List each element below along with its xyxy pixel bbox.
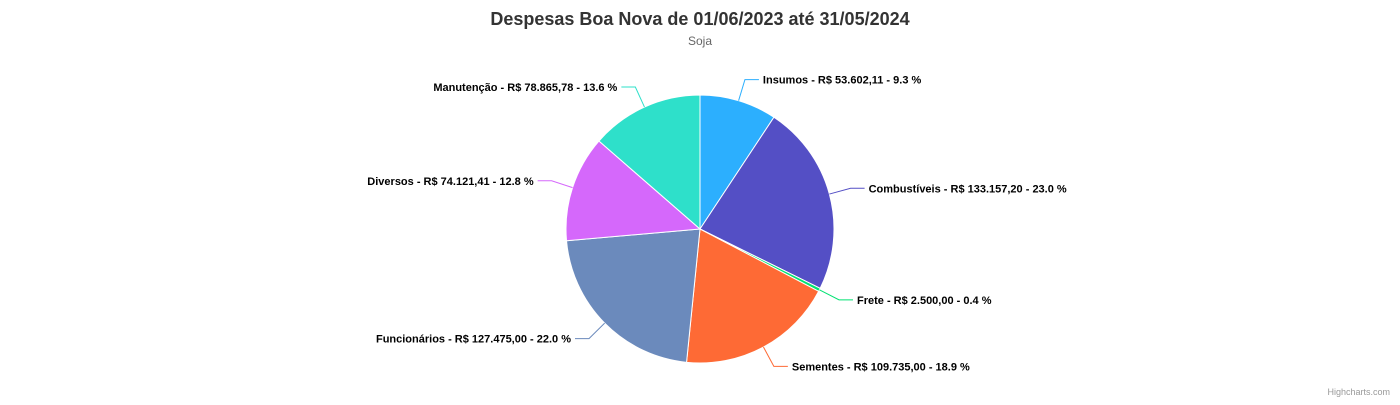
data-label-frete: Frete - R$ 2.500,00 - 0.4 % [857,295,992,307]
data-label-insumos: Insumos - R$ 53.602,11 - 9.3 % [763,75,922,87]
connector-insumos [738,79,759,101]
chart-title: Despesas Boa Nova de 01/06/2023 até 31/0… [490,9,909,29]
connector-sementes [763,346,788,367]
connector-frete [819,289,853,301]
credits-link[interactable]: Highcharts.com [1327,387,1390,397]
data-label-funcionarios: Funcionários - R$ 127.475,00 - 22.0 % [376,334,571,346]
pie-slice-manutencao[interactable] [598,94,701,230]
connector-diversos [537,180,573,189]
connector-combustiveis [829,187,865,195]
data-label-sementes: Sementes - R$ 109.735,00 - 18.9 % [792,361,970,373]
pie-slice-combustiveis[interactable] [699,116,835,289]
pie-slice-funcionarios[interactable] [566,228,701,363]
data-label-diversos: Diversos - R$ 74.121,41 - 12.8 % [367,176,534,188]
connector-funcionarios [575,322,606,340]
pie-slice-diversos[interactable] [565,140,701,242]
data-label-combustiveis: Combustíveis - R$ 133.157,20 - 23.0 % [869,183,1067,195]
connector-manutencao [621,86,645,108]
data-labels: Insumos - R$ 53.602,11 - 9.3 % Combustíve… [367,75,1067,374]
data-label-manutencao: Manutenção - R$ 78.865,78 - 13.6 % [433,82,617,94]
pie-slices [565,94,835,364]
pie-slice-insumos[interactable] [699,94,775,230]
chart-subtitle: Soja [688,34,712,48]
pie-slice-sementes[interactable] [686,228,820,364]
